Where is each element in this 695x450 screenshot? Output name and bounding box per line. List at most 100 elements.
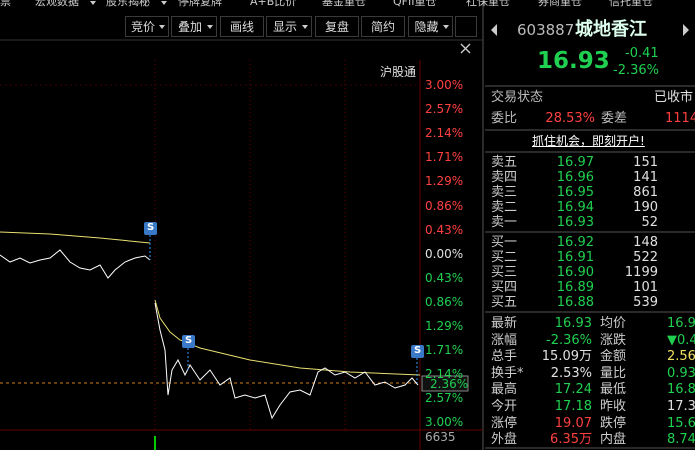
stat-label: 昨收 <box>600 399 627 414</box>
marker-box <box>144 222 157 235</box>
signal-marker[interactable]: S <box>185 335 193 346</box>
axis-label: 1.29% <box>425 174 464 189</box>
current-box <box>421 375 469 392</box>
book-label: 卖四 <box>491 170 518 185</box>
stat-value: 8.74万 <box>667 432 695 448</box>
dropdown-arrow <box>161 1 167 5</box>
menu-item[interactable]: 社保重仓 <box>466 0 510 8</box>
book-label: 卖三 <box>491 185 518 200</box>
ratio-label: 委比 <box>491 111 518 126</box>
toolbar-button[interactable]: 简约 <box>361 16 405 37</box>
stat-value: ▼0.41 <box>667 332 695 348</box>
book-volume: 101 <box>633 280 658 295</box>
book-volume: 861 <box>633 185 658 200</box>
prev-icon[interactable] <box>491 24 497 36</box>
dropdown-arrow <box>443 25 449 29</box>
book-volume: 539 <box>633 295 658 310</box>
stat-value: 15.09万 <box>541 349 592 365</box>
price: 16.93 <box>537 48 610 74</box>
ratio: 28.53% <box>545 111 595 126</box>
next-icon[interactable] <box>683 24 689 36</box>
toolbar-button[interactable]: 竞价 <box>125 16 169 37</box>
stat-label: 金额 <box>600 349 627 365</box>
menu-item[interactable]: 票 <box>0 0 11 8</box>
book-label: 买一 <box>491 235 518 250</box>
menu-item[interactable]: QFII重仓 <box>393 0 437 8</box>
dropdown-arrow <box>207 25 213 29</box>
axis-label: 2.57% <box>425 102 464 117</box>
market-tag: 沪股通 <box>380 65 417 79</box>
book-price: 16.90 <box>556 265 594 280</box>
diff-label: 委差 <box>601 111 628 126</box>
stat-value: 16.82 <box>667 382 695 398</box>
stat-value: 15.61 <box>667 415 695 431</box>
marker-box <box>182 335 195 348</box>
book-price: 16.89 <box>556 280 594 295</box>
book-price: 16.94 <box>556 200 594 215</box>
axis-label: 0.43% <box>425 270 464 285</box>
toolbar-button[interactable]: 叠加 <box>171 16 217 37</box>
menu-item[interactable]: 基金重仓 <box>322 0 366 8</box>
price-line <box>0 249 151 279</box>
stat-value: 2.53% <box>550 365 592 381</box>
signal-marker[interactable]: S <box>147 222 155 233</box>
stat-label: 跌停 <box>600 415 627 431</box>
book-price: 16.93 <box>556 215 594 230</box>
book-volume: 52 <box>641 215 658 230</box>
dropdown-arrow <box>159 25 165 29</box>
stock-code: 603887 <box>517 21 575 39</box>
menu-item[interactable]: 信托重仓 <box>609 0 653 8</box>
promo-link[interactable]: 抓住机会，即刻开户! <box>532 134 645 148</box>
stat-value: 16.93 <box>554 316 592 331</box>
fullscreen-button[interactable] <box>455 16 477 37</box>
axis-label: 2.14% <box>425 126 464 141</box>
book-price: 16.92 <box>556 235 594 250</box>
menu-item[interactable]: 停牌复牌 <box>178 0 222 8</box>
status-value: 已收市 <box>654 90 694 105</box>
stat-label: 量比 <box>600 365 627 381</box>
book-label: 买四 <box>491 280 518 295</box>
dropdown-arrow <box>302 25 308 29</box>
stat-value: 6.35万 <box>550 432 592 448</box>
stat-label: 内盘 <box>600 432 627 448</box>
stat-value: 17.24 <box>554 382 592 398</box>
stat-label: 今开 <box>491 399 518 414</box>
stat-value: -2.36% <box>546 332 592 348</box>
axis-label: 0.43% <box>425 222 464 237</box>
menu-item[interactable]: 券商重仓 <box>538 0 582 8</box>
book-volume: 141 <box>633 170 658 185</box>
toolbar-button[interactable]: 复盘 <box>315 16 359 37</box>
axis-label: 1.29% <box>425 319 464 333</box>
axis-label: 0.00% <box>425 246 464 261</box>
signal-marker[interactable]: S <box>414 345 422 356</box>
avg-line <box>0 231 151 244</box>
axis-label: 0.86% <box>425 294 464 309</box>
close-icon[interactable] <box>460 43 471 54</box>
marker-box <box>411 345 424 358</box>
menu-item[interactable]: 宏观数据 <box>35 0 79 8</box>
stat-value: 17.34 <box>667 399 695 414</box>
menu-item[interactable]: A+B比价 <box>250 0 297 8</box>
axis-label: 2.57% <box>425 391 464 406</box>
axis-label: 1.71% <box>425 150 464 165</box>
toolbar-button[interactable]: 画线 <box>220 16 264 37</box>
menu-item[interactable]: 股东揭秘 <box>106 0 150 8</box>
book-price: 16.96 <box>556 170 594 185</box>
stat-label: 均价 <box>600 316 627 331</box>
book-price: 16.97 <box>556 155 594 170</box>
stat-label: 最高 <box>491 382 518 398</box>
stat-label: 换手* <box>491 365 524 381</box>
book-price: 16.95 <box>556 185 594 200</box>
book-label: 卖五 <box>491 155 518 170</box>
book-volume: 190 <box>633 200 658 215</box>
axis-label: 3.00% <box>425 78 464 92</box>
change: -0.41 <box>625 46 659 61</box>
stock-name: 城地香江 <box>575 19 647 40</box>
book-volume: 151 <box>633 155 658 170</box>
toolbar-button[interactable]: 显示 <box>266 16 312 37</box>
stat-value: 2.56亿 <box>667 349 695 365</box>
toolbar-button[interactable]: 隐藏 <box>408 16 453 37</box>
current-change: 2.36% <box>430 377 469 391</box>
book-volume: 1199 <box>624 265 658 280</box>
change-pct: -2.36% <box>613 63 659 78</box>
